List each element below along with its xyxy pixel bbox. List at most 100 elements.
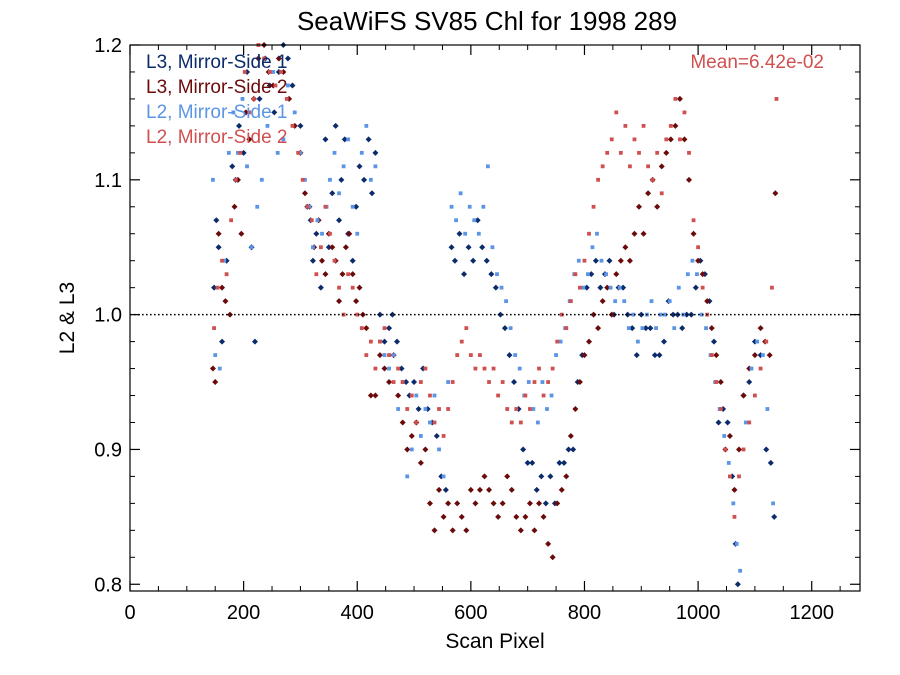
data-point	[209, 365, 216, 372]
data-point	[255, 204, 260, 209]
data-point	[349, 271, 356, 278]
chart-title: SeaWiFS SV85 Chl for 1998 289	[297, 6, 677, 36]
data-point	[415, 406, 422, 412]
data-point	[303, 177, 307, 182]
data-point	[554, 500, 561, 507]
data-point	[564, 326, 569, 331]
legend-item-l3-mirror-side-2: L3, Mirror-Side 2	[146, 77, 288, 98]
data-point	[735, 446, 742, 453]
data-point	[456, 230, 463, 237]
data-point	[691, 218, 696, 223]
data-point	[483, 257, 490, 264]
data-point	[647, 325, 654, 332]
data-point	[747, 420, 752, 425]
data-point	[667, 299, 672, 304]
data-point	[528, 407, 532, 411]
data-point	[328, 177, 332, 182]
data-point	[654, 203, 661, 210]
data-point	[372, 149, 379, 156]
data-point	[723, 447, 728, 452]
data-point	[217, 366, 222, 371]
data-point	[229, 163, 236, 170]
data-point	[323, 204, 328, 209]
data-point	[604, 272, 608, 277]
data-point	[654, 326, 658, 331]
data-point	[731, 501, 736, 506]
data-point	[451, 257, 458, 264]
data-point	[738, 568, 743, 573]
data-point	[309, 218, 314, 223]
data-point	[741, 447, 746, 452]
data-point	[492, 284, 499, 291]
y-tick-label: 1.2	[94, 35, 122, 57]
data-point	[349, 257, 356, 264]
data-point	[289, 82, 296, 89]
data-point	[355, 312, 360, 317]
data-point	[586, 338, 593, 345]
y-tick-label: 0.8	[94, 574, 122, 596]
data-point	[441, 474, 446, 479]
data-point	[623, 123, 628, 128]
data-point	[765, 407, 770, 411]
data-point	[497, 311, 504, 318]
data-point	[373, 366, 378, 371]
data-point	[595, 325, 602, 332]
data-point	[238, 150, 243, 155]
data-point	[581, 285, 586, 290]
data-point	[355, 231, 360, 236]
data-point	[645, 190, 652, 197]
data-point	[726, 432, 733, 439]
data-point	[596, 177, 601, 182]
x-tick-label: 1200	[789, 602, 834, 624]
data-point	[755, 339, 760, 344]
data-point	[414, 393, 419, 398]
data-point	[215, 244, 222, 251]
data-point	[572, 406, 579, 412]
data-point	[620, 284, 627, 291]
data-point	[398, 365, 405, 372]
data-point	[381, 338, 388, 345]
data-point	[731, 486, 738, 493]
y-axis-ticks: 0.8 0.9 1.0 1.1 1.2	[94, 35, 860, 596]
data-point	[368, 339, 373, 344]
data-point	[767, 459, 774, 466]
data-point	[597, 284, 604, 291]
data-point	[468, 353, 473, 357]
data-point	[508, 326, 513, 331]
data-point	[659, 191, 664, 196]
data-point	[633, 352, 640, 359]
data-point	[298, 150, 303, 155]
data-point	[368, 177, 373, 182]
data-point	[329, 190, 336, 197]
data-point	[309, 257, 316, 264]
data-point	[734, 581, 741, 588]
data-point	[595, 231, 599, 236]
data-point	[758, 366, 763, 371]
data-point	[213, 217, 220, 224]
data-point	[224, 272, 229, 277]
data-point	[353, 298, 360, 305]
data-point	[376, 352, 383, 359]
data-point	[699, 312, 704, 317]
data-point	[220, 258, 224, 263]
data-point	[629, 325, 636, 332]
data-point	[367, 392, 374, 399]
data-point	[672, 122, 679, 129]
data-point	[663, 312, 668, 317]
data-point	[617, 285, 622, 290]
x-tick-label: 400	[341, 602, 374, 624]
data-point	[307, 204, 312, 209]
data-point	[613, 299, 618, 304]
data-point	[700, 285, 705, 290]
data-point	[746, 379, 753, 386]
data-point	[476, 231, 481, 236]
data-point	[364, 353, 369, 357]
data-point	[211, 284, 218, 291]
data-point	[545, 540, 552, 547]
data-point	[465, 244, 472, 251]
data-point	[318, 245, 323, 250]
mean-annotation: Mean=6.42e-02	[690, 52, 824, 73]
data-point	[672, 326, 677, 331]
data-point	[215, 230, 222, 237]
